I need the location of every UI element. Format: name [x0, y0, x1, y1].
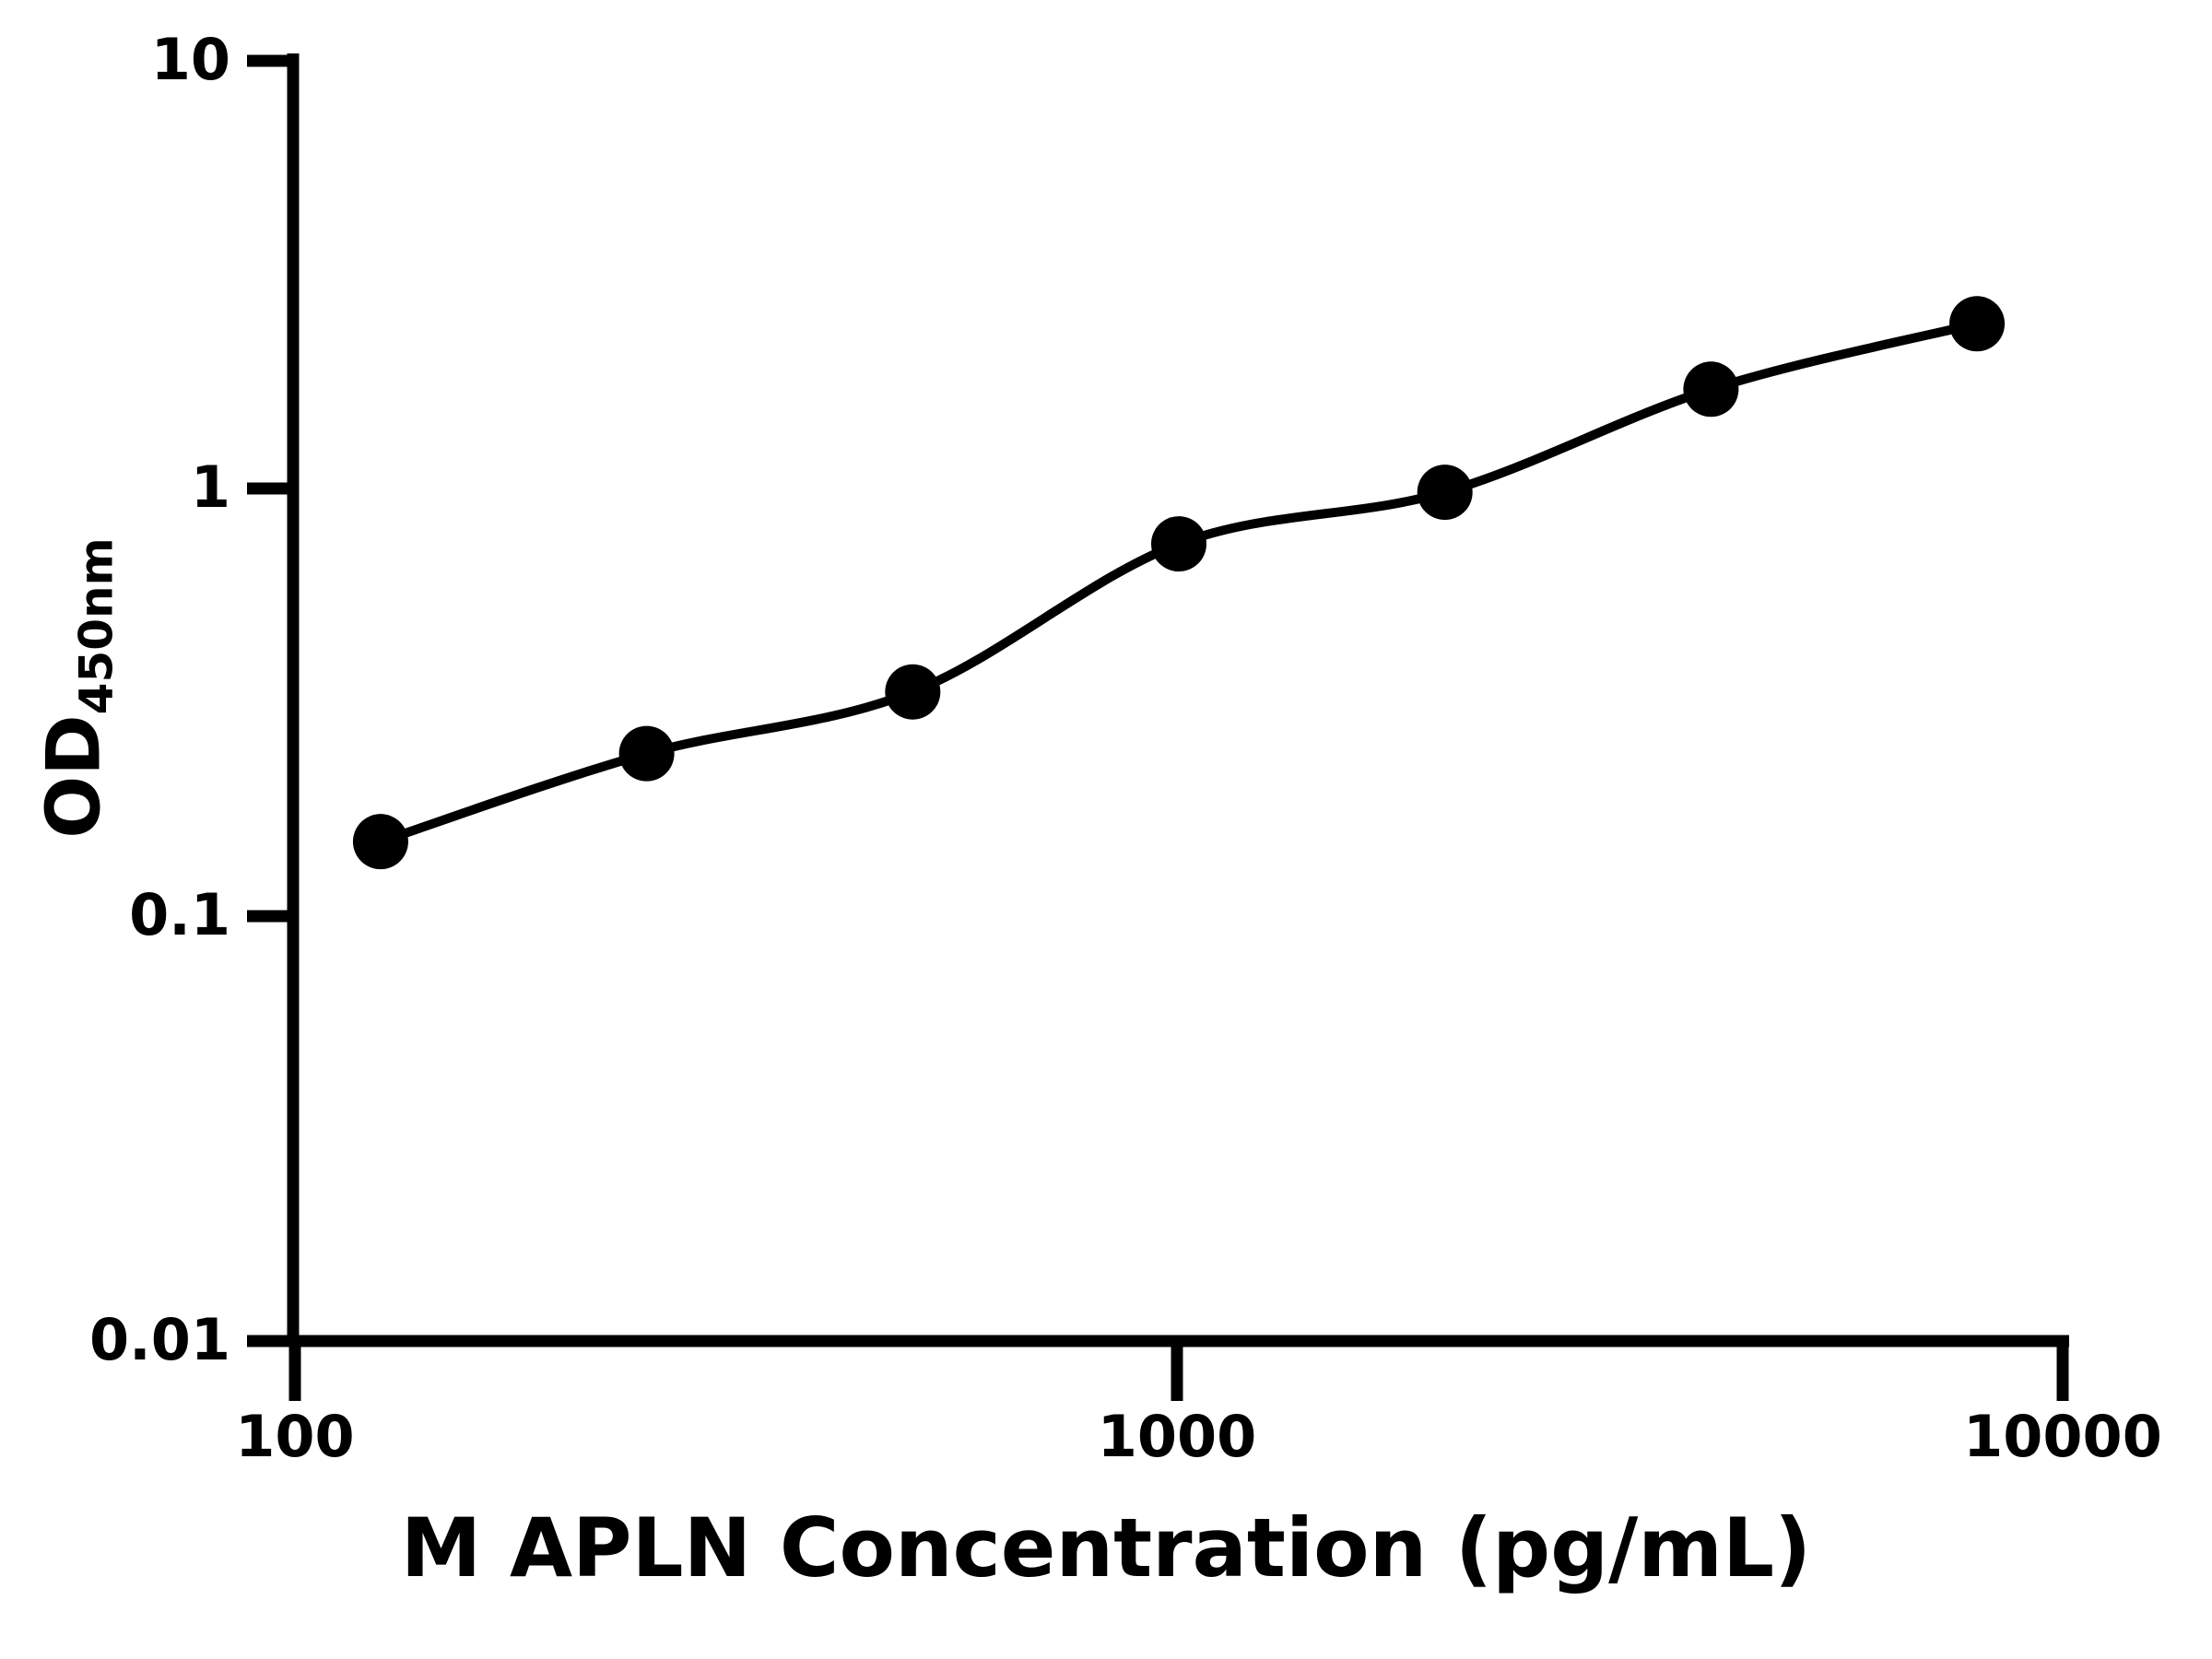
y-tick-label-1: 1	[190, 453, 230, 521]
data-point	[885, 664, 941, 720]
data-point	[352, 814, 408, 870]
standard-curve-line	[375, 319, 1983, 847]
x-tick-label-10000: 10000	[1963, 1403, 2162, 1470]
data-point	[1417, 465, 1473, 521]
y-axis-title-subscript: 450nm	[69, 537, 124, 715]
data-point	[1949, 296, 2006, 352]
axis-spines	[287, 53, 2069, 1347]
y-axis-title-main: OD	[30, 714, 117, 839]
x-axis-title: M APLN Concentration (pg/mL)	[400, 1500, 1812, 1595]
data-point-markers	[352, 296, 2006, 870]
data-point	[1151, 516, 1206, 572]
y-axis-ticks	[247, 54, 293, 1347]
x-tick-label-1000: 1000	[1097, 1403, 1257, 1470]
y-tick-label-0-1: 0.1	[129, 881, 230, 948]
x-tick-label-100: 100	[235, 1403, 355, 1470]
x-axis-ticks	[288, 1341, 2069, 1401]
data-point	[1683, 361, 1739, 418]
y-tick-label-0-01: 0.01	[89, 1306, 230, 1373]
data-point	[618, 725, 675, 782]
y-tick-label-10: 10	[150, 26, 230, 93]
y-axis-title: OD450nm	[30, 338, 124, 1039]
